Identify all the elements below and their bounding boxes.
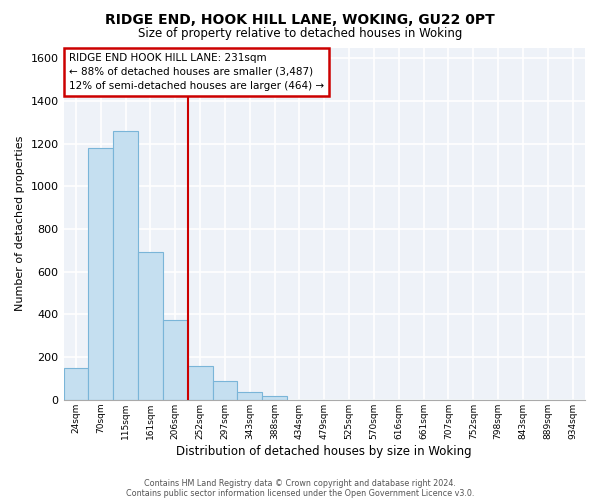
Text: RIDGE END HOOK HILL LANE: 231sqm
← 88% of detached houses are smaller (3,487)
12: RIDGE END HOOK HILL LANE: 231sqm ← 88% o… — [69, 53, 324, 91]
Text: RIDGE END, HOOK HILL LANE, WOKING, GU22 0PT: RIDGE END, HOOK HILL LANE, WOKING, GU22 … — [105, 12, 495, 26]
Text: Contains public sector information licensed under the Open Government Licence v3: Contains public sector information licen… — [126, 488, 474, 498]
Bar — [262, 396, 287, 400]
Bar — [138, 252, 163, 400]
Bar — [88, 148, 113, 400]
Text: Contains HM Land Registry data © Crown copyright and database right 2024.: Contains HM Land Registry data © Crown c… — [144, 478, 456, 488]
Bar — [113, 131, 138, 400]
X-axis label: Distribution of detached houses by size in Woking: Distribution of detached houses by size … — [176, 444, 472, 458]
Bar — [163, 320, 188, 400]
Bar — [64, 368, 88, 400]
Bar — [188, 366, 212, 400]
Text: Size of property relative to detached houses in Woking: Size of property relative to detached ho… — [138, 28, 462, 40]
Y-axis label: Number of detached properties: Number of detached properties — [15, 136, 25, 312]
Bar — [212, 380, 238, 400]
Bar — [238, 392, 262, 400]
